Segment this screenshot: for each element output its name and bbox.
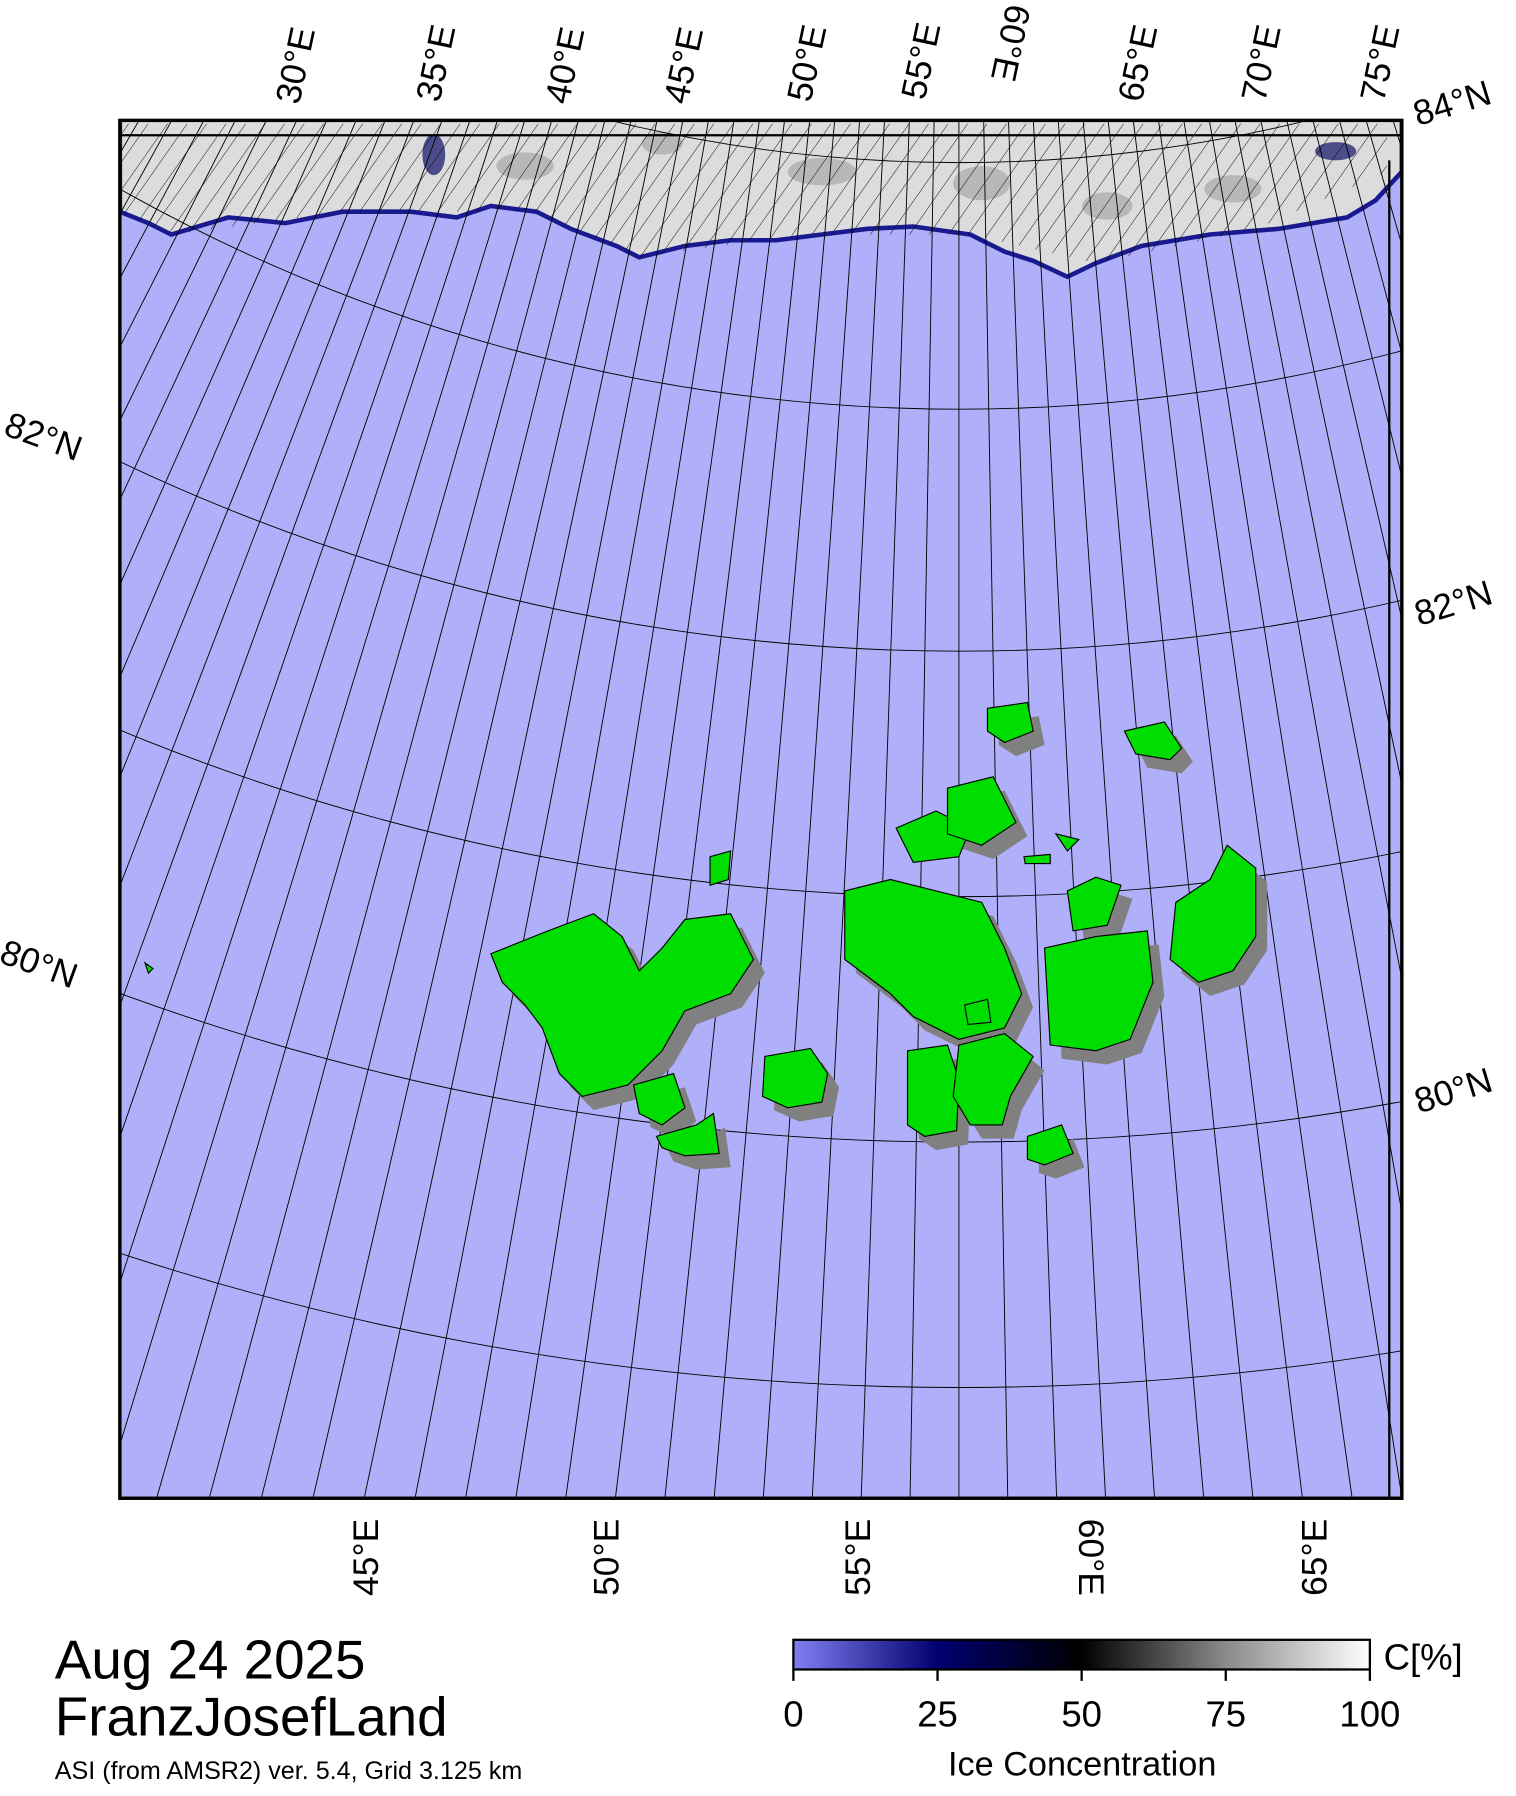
meridian xyxy=(119,120,443,1007)
meridian xyxy=(614,120,786,1499)
colorbar-unit: C[%] xyxy=(1384,1636,1463,1677)
open-water xyxy=(119,120,1402,1499)
meridian xyxy=(1082,120,1205,1499)
meridian xyxy=(565,120,760,1499)
meridian xyxy=(208,120,579,1499)
meridian xyxy=(119,120,298,501)
meridian xyxy=(1008,120,1058,1499)
top-label: 55°E xyxy=(894,19,948,103)
top-label: 30°E xyxy=(269,24,323,108)
meridian xyxy=(260,120,606,1499)
bottom-label: 45°E xyxy=(347,1519,386,1596)
meridian xyxy=(414,120,684,1499)
left-label: 82°N xyxy=(0,405,87,469)
right-label: 80°N xyxy=(1410,1061,1497,1121)
meridian xyxy=(515,120,735,1499)
bottom-label: 60°E xyxy=(1071,1519,1110,1596)
meridian xyxy=(156,120,553,1499)
bottom-label: 50°E xyxy=(588,1519,627,1596)
meridian xyxy=(119,120,415,888)
meridian xyxy=(119,120,526,1447)
meridian xyxy=(811,120,885,1499)
top-label: 35°E xyxy=(409,21,463,105)
meridian xyxy=(119,120,236,349)
meridian xyxy=(762,120,861,1499)
bottom-label: 65°E xyxy=(1296,1519,1335,1596)
meridian xyxy=(1338,120,1402,356)
date: Aug 24 2025 xyxy=(55,1629,366,1691)
meridian xyxy=(1158,120,1353,1499)
meridian xyxy=(1405,0,1516,1615)
colorbar-tick-label: 50 xyxy=(1061,1694,1102,1735)
colorbar-tick-label: 0 xyxy=(783,1694,803,1735)
meridian xyxy=(119,120,173,215)
meridian xyxy=(1183,120,1402,1499)
meridian xyxy=(1234,120,1402,982)
top-label: 50°E xyxy=(780,21,834,105)
top-label: 65°E xyxy=(1111,21,1165,105)
meridian xyxy=(1450,0,1516,1578)
meridian xyxy=(0,0,78,1061)
meridian xyxy=(1208,120,1402,1215)
meridian xyxy=(119,120,498,1285)
meridian xyxy=(1312,120,1402,479)
meridian xyxy=(119,120,267,422)
meridian xyxy=(0,0,97,1096)
right-label: 84°N xyxy=(1409,73,1496,133)
colorbar-tick-label: 100 xyxy=(1339,1694,1400,1735)
source: ASI (from AMSR2) ver. 5.4, Grid 3.125 km xyxy=(55,1757,522,1785)
meridian xyxy=(119,120,140,155)
meridian xyxy=(119,120,386,779)
meridian xyxy=(1427,0,1516,1597)
top-label: 45°E xyxy=(657,24,711,108)
meridian xyxy=(1494,0,1516,1537)
meridian xyxy=(465,120,709,1499)
meridian xyxy=(119,120,205,280)
right-label: 82°N xyxy=(1410,573,1497,633)
top-label: 75°E xyxy=(1353,21,1407,105)
colorbar-label: Ice Concentration xyxy=(948,1746,1216,1784)
meridian xyxy=(1286,120,1402,621)
colorbar-ticks: 0 25 50 75 100 xyxy=(783,1669,1400,1735)
meridian xyxy=(119,120,471,1139)
meridian xyxy=(1260,120,1402,787)
meridian xyxy=(119,120,328,586)
map-frame xyxy=(118,118,1404,1500)
islands xyxy=(143,701,1268,1179)
region: FranzJosefLand xyxy=(55,1686,448,1748)
left-label: 80°N xyxy=(0,933,83,997)
top-label: 70°E xyxy=(1235,21,1289,105)
meridian xyxy=(363,120,658,1499)
bottom-label: 55°E xyxy=(839,1519,878,1596)
meridian xyxy=(713,120,836,1499)
meridian xyxy=(119,120,357,679)
colorbar-tick-label: 25 xyxy=(917,1694,958,1735)
colorbar-tick-label: 75 xyxy=(1205,1694,1246,1735)
meridian xyxy=(312,120,632,1499)
colorbar xyxy=(792,1638,1372,1671)
top-label: 60°E xyxy=(983,1,1037,85)
top-label: 40°E xyxy=(538,24,592,108)
meridian xyxy=(1472,0,1516,1558)
